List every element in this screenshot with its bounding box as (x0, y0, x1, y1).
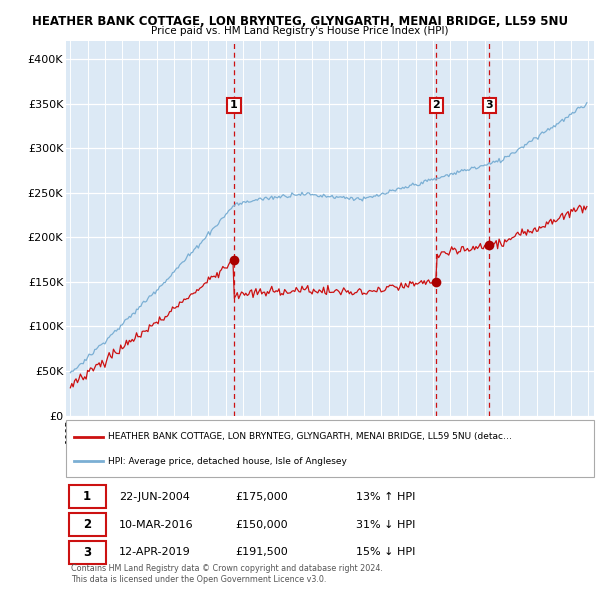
Text: £175,000: £175,000 (235, 492, 288, 502)
Text: HEATHER BANK COTTAGE, LON BRYNTEG, GLYNGARTH, MENAI BRIDGE, LL59 5NU (detac…: HEATHER BANK COTTAGE, LON BRYNTEG, GLYNG… (108, 432, 512, 441)
FancyBboxPatch shape (68, 541, 106, 563)
Text: HPI: Average price, detached house, Isle of Anglesey: HPI: Average price, detached house, Isle… (108, 457, 347, 466)
Text: 31% ↓ HPI: 31% ↓ HPI (356, 520, 416, 529)
Text: 15% ↓ HPI: 15% ↓ HPI (356, 547, 416, 557)
Text: Contains HM Land Registry data © Crown copyright and database right 2024.: Contains HM Land Registry data © Crown c… (71, 564, 383, 573)
Text: £150,000: £150,000 (235, 520, 287, 529)
Text: 22-JUN-2004: 22-JUN-2004 (119, 492, 190, 502)
Text: £191,500: £191,500 (235, 547, 288, 557)
Text: 2: 2 (432, 100, 440, 110)
Text: 3: 3 (83, 546, 91, 559)
Text: 12-APR-2019: 12-APR-2019 (119, 547, 191, 557)
FancyBboxPatch shape (68, 513, 106, 536)
Text: HEATHER BANK COTTAGE, LON BRYNTEG, GLYNGARTH, MENAI BRIDGE, LL59 5NU: HEATHER BANK COTTAGE, LON BRYNTEG, GLYNG… (32, 15, 568, 28)
Text: 2: 2 (83, 518, 91, 531)
Text: 1: 1 (83, 490, 91, 503)
Text: 1: 1 (230, 100, 238, 110)
Text: This data is licensed under the Open Government Licence v3.0.: This data is licensed under the Open Gov… (71, 575, 326, 584)
Text: 10-MAR-2016: 10-MAR-2016 (119, 520, 193, 529)
Text: Price paid vs. HM Land Registry's House Price Index (HPI): Price paid vs. HM Land Registry's House … (151, 26, 449, 36)
Text: 3: 3 (485, 100, 493, 110)
Text: 13% ↑ HPI: 13% ↑ HPI (356, 492, 416, 502)
FancyBboxPatch shape (66, 421, 594, 477)
FancyBboxPatch shape (68, 486, 106, 508)
